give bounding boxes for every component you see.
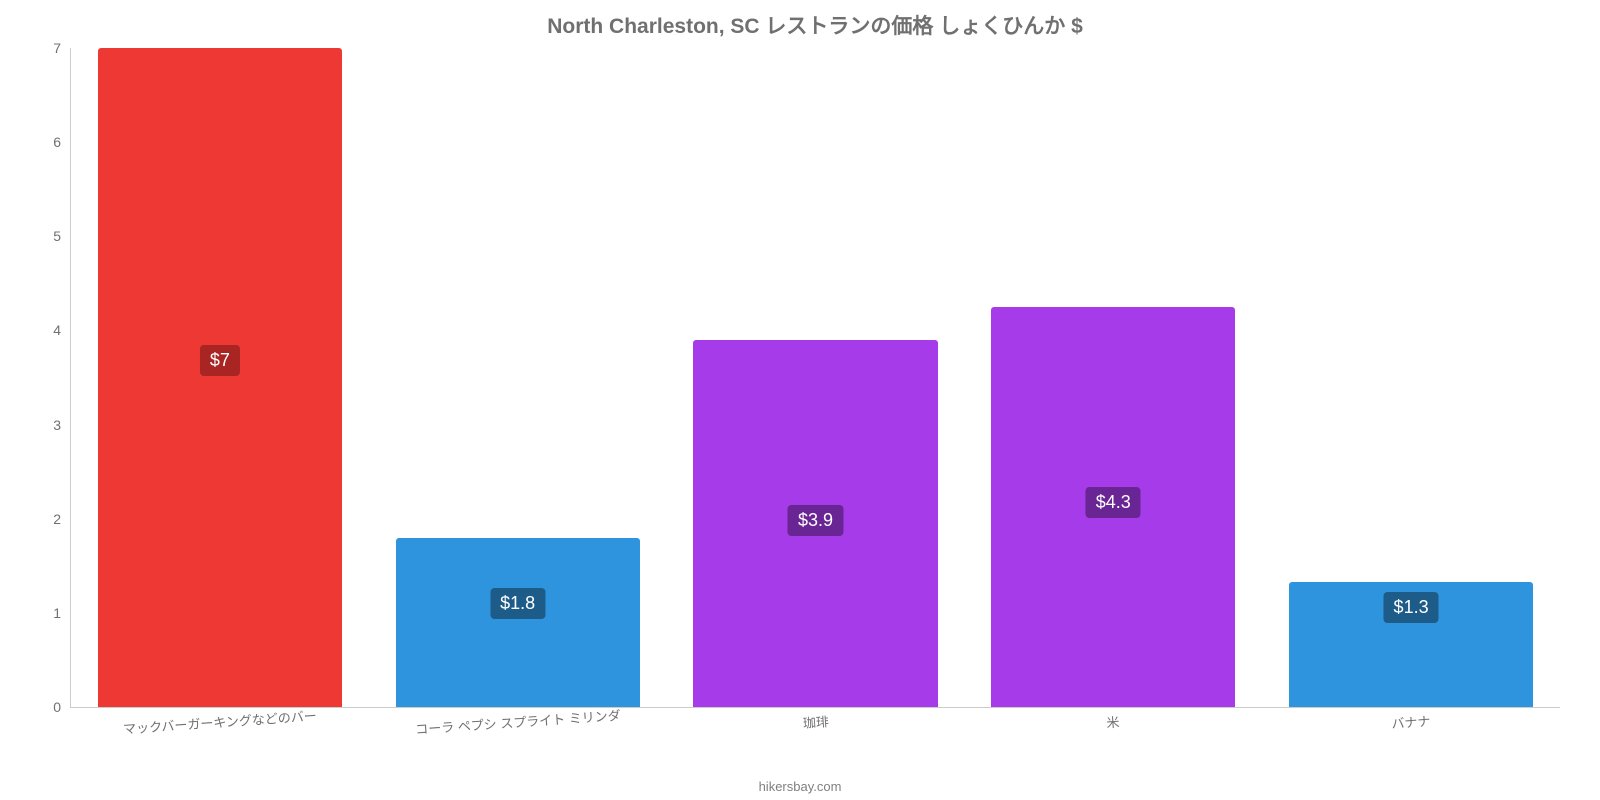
x-label-1: コーラ ペプシ スプライト ミリンダ: [368, 702, 666, 742]
y-tick-3: 3: [53, 417, 61, 433]
y-tick-2: 2: [53, 511, 61, 527]
bar-wrapper-3: $4.3: [964, 48, 1262, 707]
bar-0: $7: [98, 48, 342, 707]
bar-2: $3.9: [693, 340, 937, 707]
x-axis-labels: マックバーガーキングなどのバー コーラ ペプシ スプライト ミリンダ 珈琲 米 …: [71, 712, 1560, 731]
y-tick-5: 5: [53, 228, 61, 244]
bar-badge-1: $1.8: [490, 588, 545, 619]
y-tick-0: 0: [53, 699, 61, 715]
bar-badge-4: $1.3: [1384, 592, 1439, 623]
bar-wrapper-0: $7: [71, 48, 369, 707]
chart-title: North Charleston, SC レストランの価格 しょくひんか $: [70, 10, 1560, 40]
bar-wrapper-2: $3.9: [667, 48, 965, 707]
x-label-0: マックバーガーキングなどのバー: [71, 702, 369, 742]
bar-badge-2: $3.9: [788, 505, 843, 536]
x-label-2: 珈琲: [666, 702, 964, 742]
chart-container: North Charleston, SC レストランの価格 しょくひんか $ 7…: [0, 0, 1600, 800]
y-tick-4: 4: [53, 322, 61, 338]
attribution-text: hikersbay.com: [759, 779, 842, 794]
y-tick-1: 1: [53, 605, 61, 621]
x-label-4: バナナ: [1262, 702, 1560, 742]
x-label-3: 米: [964, 702, 1262, 742]
bar-wrapper-1: $1.8: [369, 48, 667, 707]
bar-wrapper-4: $1.3: [1262, 48, 1560, 707]
bars-row: $7 $1.8 $3.9 $4.3 $1.3: [71, 48, 1560, 707]
bar-3: $4.3: [991, 307, 1235, 707]
bar-1: $1.8: [396, 538, 640, 707]
bar-badge-0: $7: [200, 345, 240, 376]
plot-area: 7 6 5 4 3 2 1 0 $7 $1.8 $3.9: [70, 48, 1560, 708]
bar-badge-3: $4.3: [1086, 487, 1141, 518]
y-tick-6: 6: [53, 134, 61, 150]
y-tick-7: 7: [53, 40, 61, 56]
bar-4: $1.3: [1289, 582, 1533, 707]
